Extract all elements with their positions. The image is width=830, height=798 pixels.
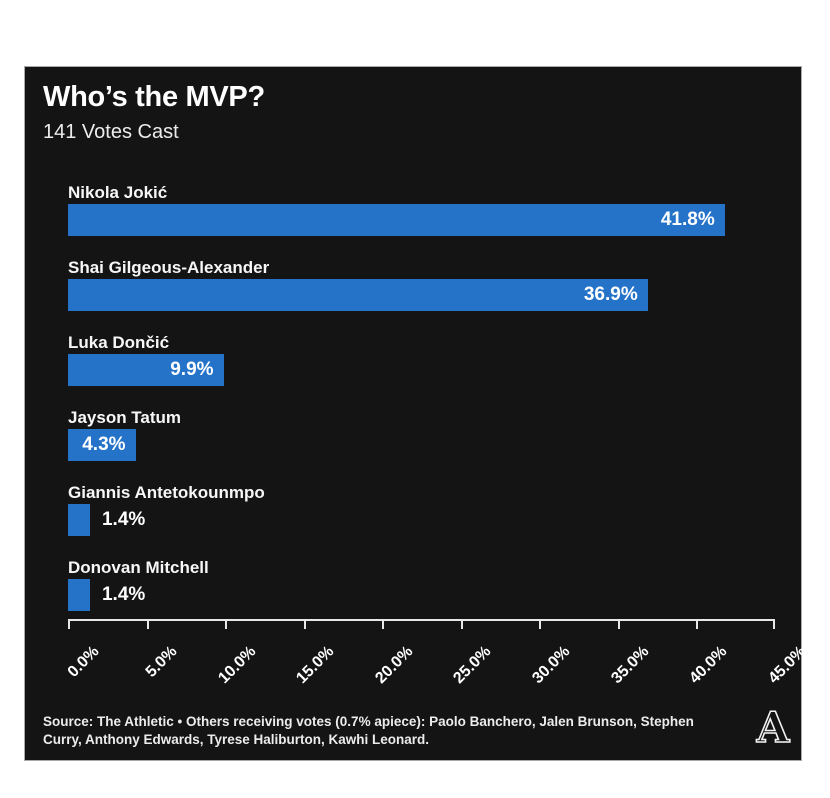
bar [68, 504, 90, 536]
x-axis: 0.0% 5.0% 10.0% 15.0% 20.0% 25.0% 30.0% 35.0% 40… [25, 67, 809, 760]
bar-chart: Nikola Jokić 41.8% Shai Gilgeous-Alexander… [25, 67, 801, 760]
axis-tick-label: 5.0% [142, 643, 181, 681]
axis-tick [696, 619, 699, 629]
value-label: 1.4% [101, 509, 146, 530]
chart-subtitle: 141 Votes Cast [43, 121, 179, 143]
player-name: Luka Dončić [68, 333, 170, 352]
axis-tick [68, 619, 70, 629]
bar-row: Luka Dončić 9.9% [68, 334, 788, 390]
axis-tick [617, 619, 620, 629]
bar: 41.8% [68, 204, 725, 236]
bar-row: Shai Gilgeous-Alexander 36.9% [68, 259, 788, 315]
axis-tick-label: 40.0% [686, 643, 731, 688]
chart-title: Who’s the MVP? [43, 81, 265, 113]
axis-tick [773, 619, 775, 629]
axis-tick [539, 619, 542, 629]
value-label: 36.9% [583, 284, 638, 305]
value-label: 1.4% [101, 584, 146, 605]
axis-tick-label: 20.0% [372, 643, 417, 688]
player-name: Jayson Tatum [68, 408, 182, 427]
the-athletic-logo: A [755, 705, 792, 747]
axis-tick [382, 619, 385, 629]
bar: 4.3% [68, 429, 136, 461]
value-label: 4.3% [82, 434, 126, 455]
axis-tick-label: 35.0% [607, 643, 652, 688]
axis-tick [460, 619, 463, 629]
axis-tick-label: 25.0% [450, 643, 495, 688]
axis-line [68, 619, 775, 621]
chart-card: Who’s the MVP? 141 Votes Cast Nikola Jok… [24, 66, 809, 761]
bar-row: Donovan Mitchell 1.4% [68, 559, 788, 615]
player-name: Donovan Mitchell [68, 558, 209, 577]
bar-row: Nikola Jokić 41.8% [68, 184, 788, 240]
bar: 9.9% [68, 354, 224, 386]
axis-tick [146, 619, 149, 629]
axis-tick-label: 0.0% [64, 643, 103, 681]
source-note: Source: The Athletic • Others receiving … [43, 714, 694, 747]
axis-tick-label: 30.0% [529, 643, 574, 688]
bar [68, 579, 90, 611]
player-name: Giannis Antetokounmpo [68, 483, 265, 502]
bar: 36.9% [68, 279, 648, 311]
logo-letter: A [756, 705, 791, 747]
axis-tick-label: 45.0% [764, 643, 810, 688]
value-label: 41.8% [660, 209, 715, 230]
player-name: Nikola Jokić [68, 183, 168, 202]
axis-tick-label: 15.0% [293, 643, 338, 688]
player-name: Shai Gilgeous-Alexander [68, 258, 270, 277]
bar-row: Jayson Tatum 4.3% [68, 409, 788, 465]
axis-tick-label: 10.0% [215, 643, 260, 688]
value-label: 9.9% [170, 359, 214, 380]
axis-tick [225, 619, 228, 629]
bar-row: Giannis Antetokounmpo 1.4% [68, 484, 788, 540]
axis-tick [303, 619, 306, 629]
